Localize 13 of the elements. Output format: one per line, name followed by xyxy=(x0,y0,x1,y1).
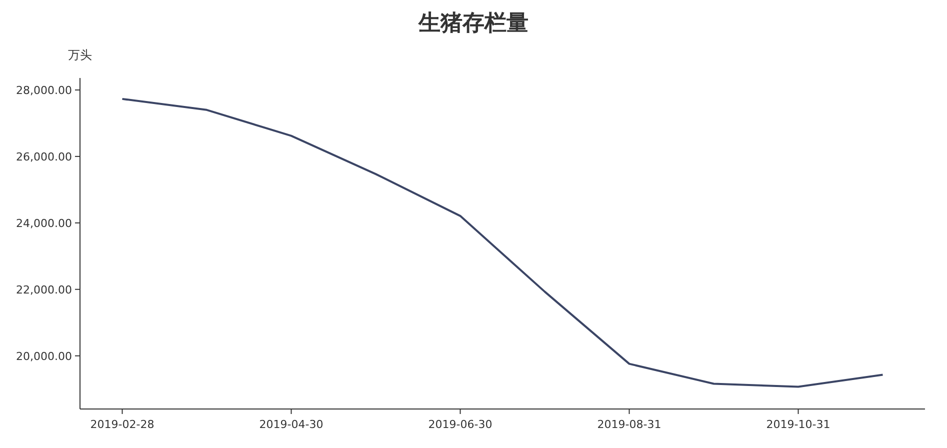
y-tick-label: 28,000.00 xyxy=(16,84,72,97)
x-tick-label: 2019-08-31 xyxy=(597,418,662,431)
y-axis-title: 万头 xyxy=(68,48,92,62)
y-tick-label: 22,000.00 xyxy=(16,283,72,296)
x-tick-label: 2019-02-28 xyxy=(90,418,154,431)
line-series xyxy=(121,98,884,388)
chart-title: 生猪存栏量 xyxy=(418,11,528,36)
x-tick-label: 2019-06-30 xyxy=(428,418,492,431)
x-tick-label: 2019-04-30 xyxy=(259,418,324,431)
x-tick-label: 2019-10-31 xyxy=(766,418,830,431)
y-tick-label: 20,000.00 xyxy=(16,350,72,363)
y-tick-label: 24,000.00 xyxy=(16,216,72,230)
y-tick-label: 26,000.00 xyxy=(16,150,72,164)
